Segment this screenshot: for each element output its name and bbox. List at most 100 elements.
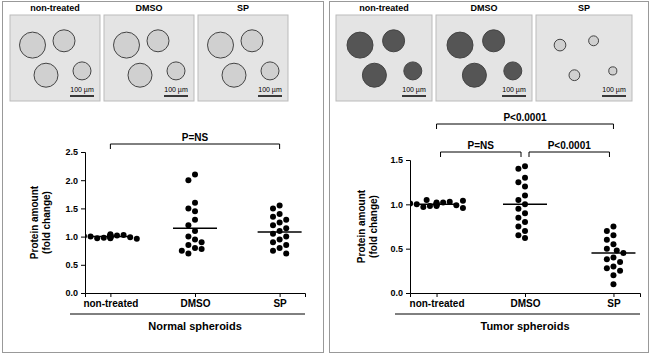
data-point	[270, 214, 276, 220]
significance-bracket	[441, 152, 521, 157]
data-point	[515, 206, 521, 212]
x-tick-mark	[195, 293, 196, 297]
data-point	[515, 166, 521, 172]
data-point	[604, 256, 610, 262]
data-point	[522, 235, 528, 241]
data-point	[604, 246, 610, 252]
data-point	[192, 245, 198, 251]
x-tick-label: non-treated	[410, 298, 465, 309]
y-axis: 0.00.51.01.5	[390, 155, 410, 298]
data-point	[185, 242, 191, 248]
data-point	[185, 251, 191, 257]
spheroid	[73, 62, 91, 80]
spheroid	[569, 70, 580, 81]
y-axis-line	[81, 153, 86, 294]
scale-bar	[164, 95, 188, 97]
scale-bar-label: 100 µm	[258, 86, 282, 94]
data-point	[453, 202, 459, 208]
x-tick-mark	[613, 293, 614, 297]
significance-bracket	[437, 124, 614, 129]
y-tick: 2.5	[65, 147, 85, 157]
data-point	[185, 177, 191, 183]
y-axis-title-line: Protein amount	[29, 185, 40, 259]
spheroid	[483, 30, 505, 52]
spheroid	[114, 32, 140, 58]
y-tick: 0.0	[65, 288, 85, 298]
y-tick: 2.0	[65, 176, 85, 186]
spheroid	[261, 62, 279, 80]
y-tick-mark	[406, 204, 410, 205]
data-point	[101, 235, 107, 241]
data-point	[283, 242, 289, 248]
y-axis-title: Protein amount(fold change)	[356, 189, 379, 263]
panel: non-treated100 µmDMSO100 µmSP100 µm0.00.…	[330, 2, 649, 353]
y-tick-mark	[81, 237, 85, 238]
data-point	[610, 281, 616, 287]
data-point	[134, 236, 140, 242]
mean-line	[258, 231, 302, 233]
data-point	[522, 210, 528, 216]
micrograph	[536, 15, 632, 101]
data-point	[277, 203, 283, 209]
data-point	[424, 197, 430, 203]
significance-label: P=NS	[468, 140, 495, 151]
significance-bracket	[110, 144, 279, 149]
y-tick: 1.5	[65, 204, 85, 214]
panel-frame	[3, 2, 324, 353]
y-tick-label: 0.5	[390, 244, 403, 254]
data-point	[522, 228, 528, 234]
data-point	[410, 200, 413, 206]
y-tick-label: 2.0	[65, 176, 78, 186]
data-point	[610, 241, 616, 247]
y-tick-mark	[81, 208, 85, 209]
data-point	[192, 208, 198, 214]
data-point	[277, 228, 283, 234]
x-tick-mark	[280, 293, 281, 297]
spheroid	[362, 63, 386, 87]
x-tick-mark	[110, 293, 111, 297]
image-label: SP	[578, 3, 590, 13]
y-tick-mark	[406, 249, 410, 250]
x-tick-mark	[525, 293, 526, 297]
spheroid	[404, 62, 422, 80]
data-point	[192, 217, 198, 223]
data-point	[515, 215, 521, 221]
y-tick-label: 0.5	[65, 260, 78, 270]
scale-bar-label: 100 µm	[402, 86, 426, 94]
data-point	[199, 239, 205, 245]
scale-bar	[502, 95, 526, 97]
x-title-rule	[395, 314, 640, 315]
y-tick-label: 1.0	[65, 232, 78, 242]
data-point	[277, 211, 283, 217]
data-point	[515, 179, 521, 185]
y-axis: 0.0 0.5 1.0 1.5 2.0 2.5	[65, 147, 85, 298]
image-label: non-treated	[359, 3, 409, 13]
data-point	[604, 237, 610, 243]
spheroid	[462, 63, 486, 87]
y-tick-label: 0.0	[390, 288, 403, 298]
spheroid	[241, 30, 263, 52]
data-point	[185, 234, 191, 240]
data-point	[283, 225, 289, 231]
data-point	[114, 232, 120, 238]
scale-bar-label: 100 µm	[602, 86, 626, 94]
x-tick-label: non-treated	[83, 298, 138, 309]
spheroid	[208, 32, 234, 58]
mean-line	[591, 252, 635, 254]
scale-bar-label: 100 µm	[70, 86, 94, 94]
mean-line	[503, 204, 547, 206]
data-point	[192, 200, 198, 206]
x-tick-label: DMSO	[511, 298, 541, 309]
data-point	[199, 246, 205, 252]
y-tick: 0.5	[390, 244, 410, 254]
y-tick-mark	[81, 152, 85, 153]
micrograph	[198, 15, 288, 101]
data-point	[192, 172, 198, 178]
data-point	[610, 255, 616, 261]
spheroid	[20, 32, 46, 58]
y-axis-title-line: Protein amount	[356, 189, 367, 263]
data-point	[179, 248, 185, 254]
spheroid	[554, 39, 566, 51]
micrograph	[336, 15, 432, 101]
figure: non-treated100 µmDMSO100 µmSP100 µm0.00.…	[0, 0, 650, 354]
